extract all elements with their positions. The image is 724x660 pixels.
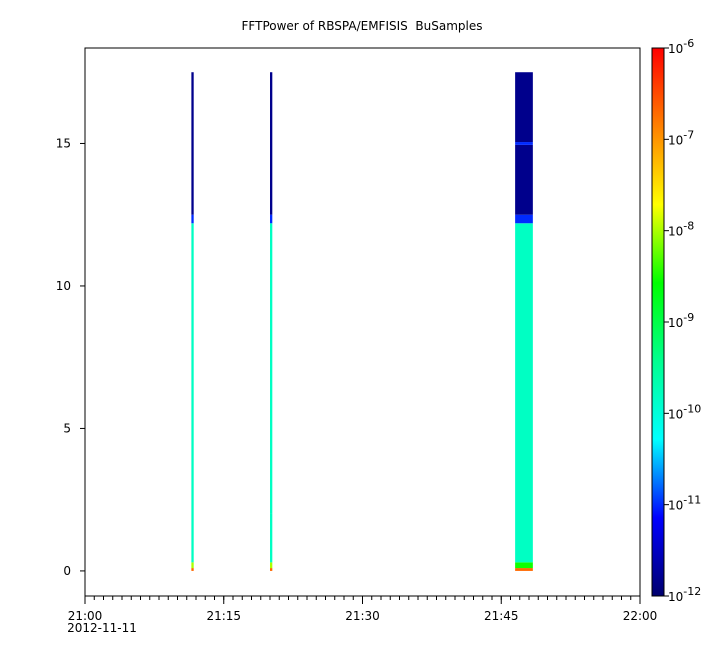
spectrogram-cell <box>191 223 194 563</box>
colorbar-tick-base: 10 <box>668 407 683 421</box>
y-tick-label: 15 <box>56 136 71 150</box>
spectrogram-cell <box>270 562 273 569</box>
colorbar-tick-label: 10-7 <box>668 128 694 147</box>
colorbar-tick-base: 10 <box>668 42 683 56</box>
colorbar-tick-exponent: -9 <box>683 311 694 324</box>
plot-frame <box>84 47 641 597</box>
spectrogram-cell <box>515 72 533 143</box>
colorbar-tick-base: 10 <box>668 590 683 604</box>
spectrogram-cell <box>515 223 533 563</box>
spectrogram-cell <box>191 568 194 571</box>
colorbar-tick-base: 10 <box>668 316 683 330</box>
spectrogram-cell <box>515 562 533 569</box>
y-tick-label: 5 <box>63 421 71 435</box>
colorbar-tick-exponent: -11 <box>683 494 701 507</box>
colorbar-tick-label: 10-6 <box>668 37 694 56</box>
colorbar-tick-exponent: -7 <box>683 128 694 141</box>
colorbar-tick-label: 10-10 <box>668 402 701 421</box>
spectrogram-cell <box>270 513 273 563</box>
colorbar-tick-exponent: -8 <box>683 220 694 233</box>
colorbar <box>651 47 665 597</box>
spectrogram-cell <box>191 214 194 224</box>
x-date-label: 2012-11-11 <box>67 621 137 635</box>
spectrogram-cell <box>191 562 194 569</box>
colorbar-tick-label: 10-9 <box>668 311 694 330</box>
colorbar-tick-base: 10 <box>668 133 683 147</box>
colorbar-tick-label: 10-12 <box>668 585 701 604</box>
colorbar-tick-exponent: -12 <box>683 585 701 598</box>
spectrogram-cell <box>270 214 273 224</box>
x-tick-label: 21:00 <box>68 609 103 623</box>
colorbar-tick-label: 10-8 <box>668 220 694 239</box>
spectrogram-cell <box>270 72 273 215</box>
colorbar-tick-exponent: -10 <box>683 402 701 415</box>
y-tick-label: 10 <box>56 279 71 293</box>
colorbar-tick-base: 10 <box>668 225 683 239</box>
spectrogram-cell <box>515 142 533 145</box>
x-tick-label: 21:45 <box>484 609 519 623</box>
spectrogram-cell <box>515 214 533 224</box>
spectrogram-cell <box>515 568 533 571</box>
colorbar-tick-base: 10 <box>668 499 683 513</box>
chart-title: FFTPower of RBSPA/EMFISIS BuSamples <box>242 19 483 33</box>
spectrogram-cell <box>270 568 273 571</box>
spectrogram-cell <box>270 223 273 514</box>
y-tick-label: 0 <box>63 564 71 578</box>
x-tick-label: 21:30 <box>345 609 380 623</box>
colorbar-tick-label: 10-11 <box>668 494 701 513</box>
spectrogram-cell <box>515 144 533 215</box>
x-tick-label: 22:00 <box>623 609 658 623</box>
spectrogram-cell <box>191 72 194 215</box>
colorbar-tick-exponent: -6 <box>683 37 694 50</box>
x-tick-label: 21:15 <box>206 609 241 623</box>
